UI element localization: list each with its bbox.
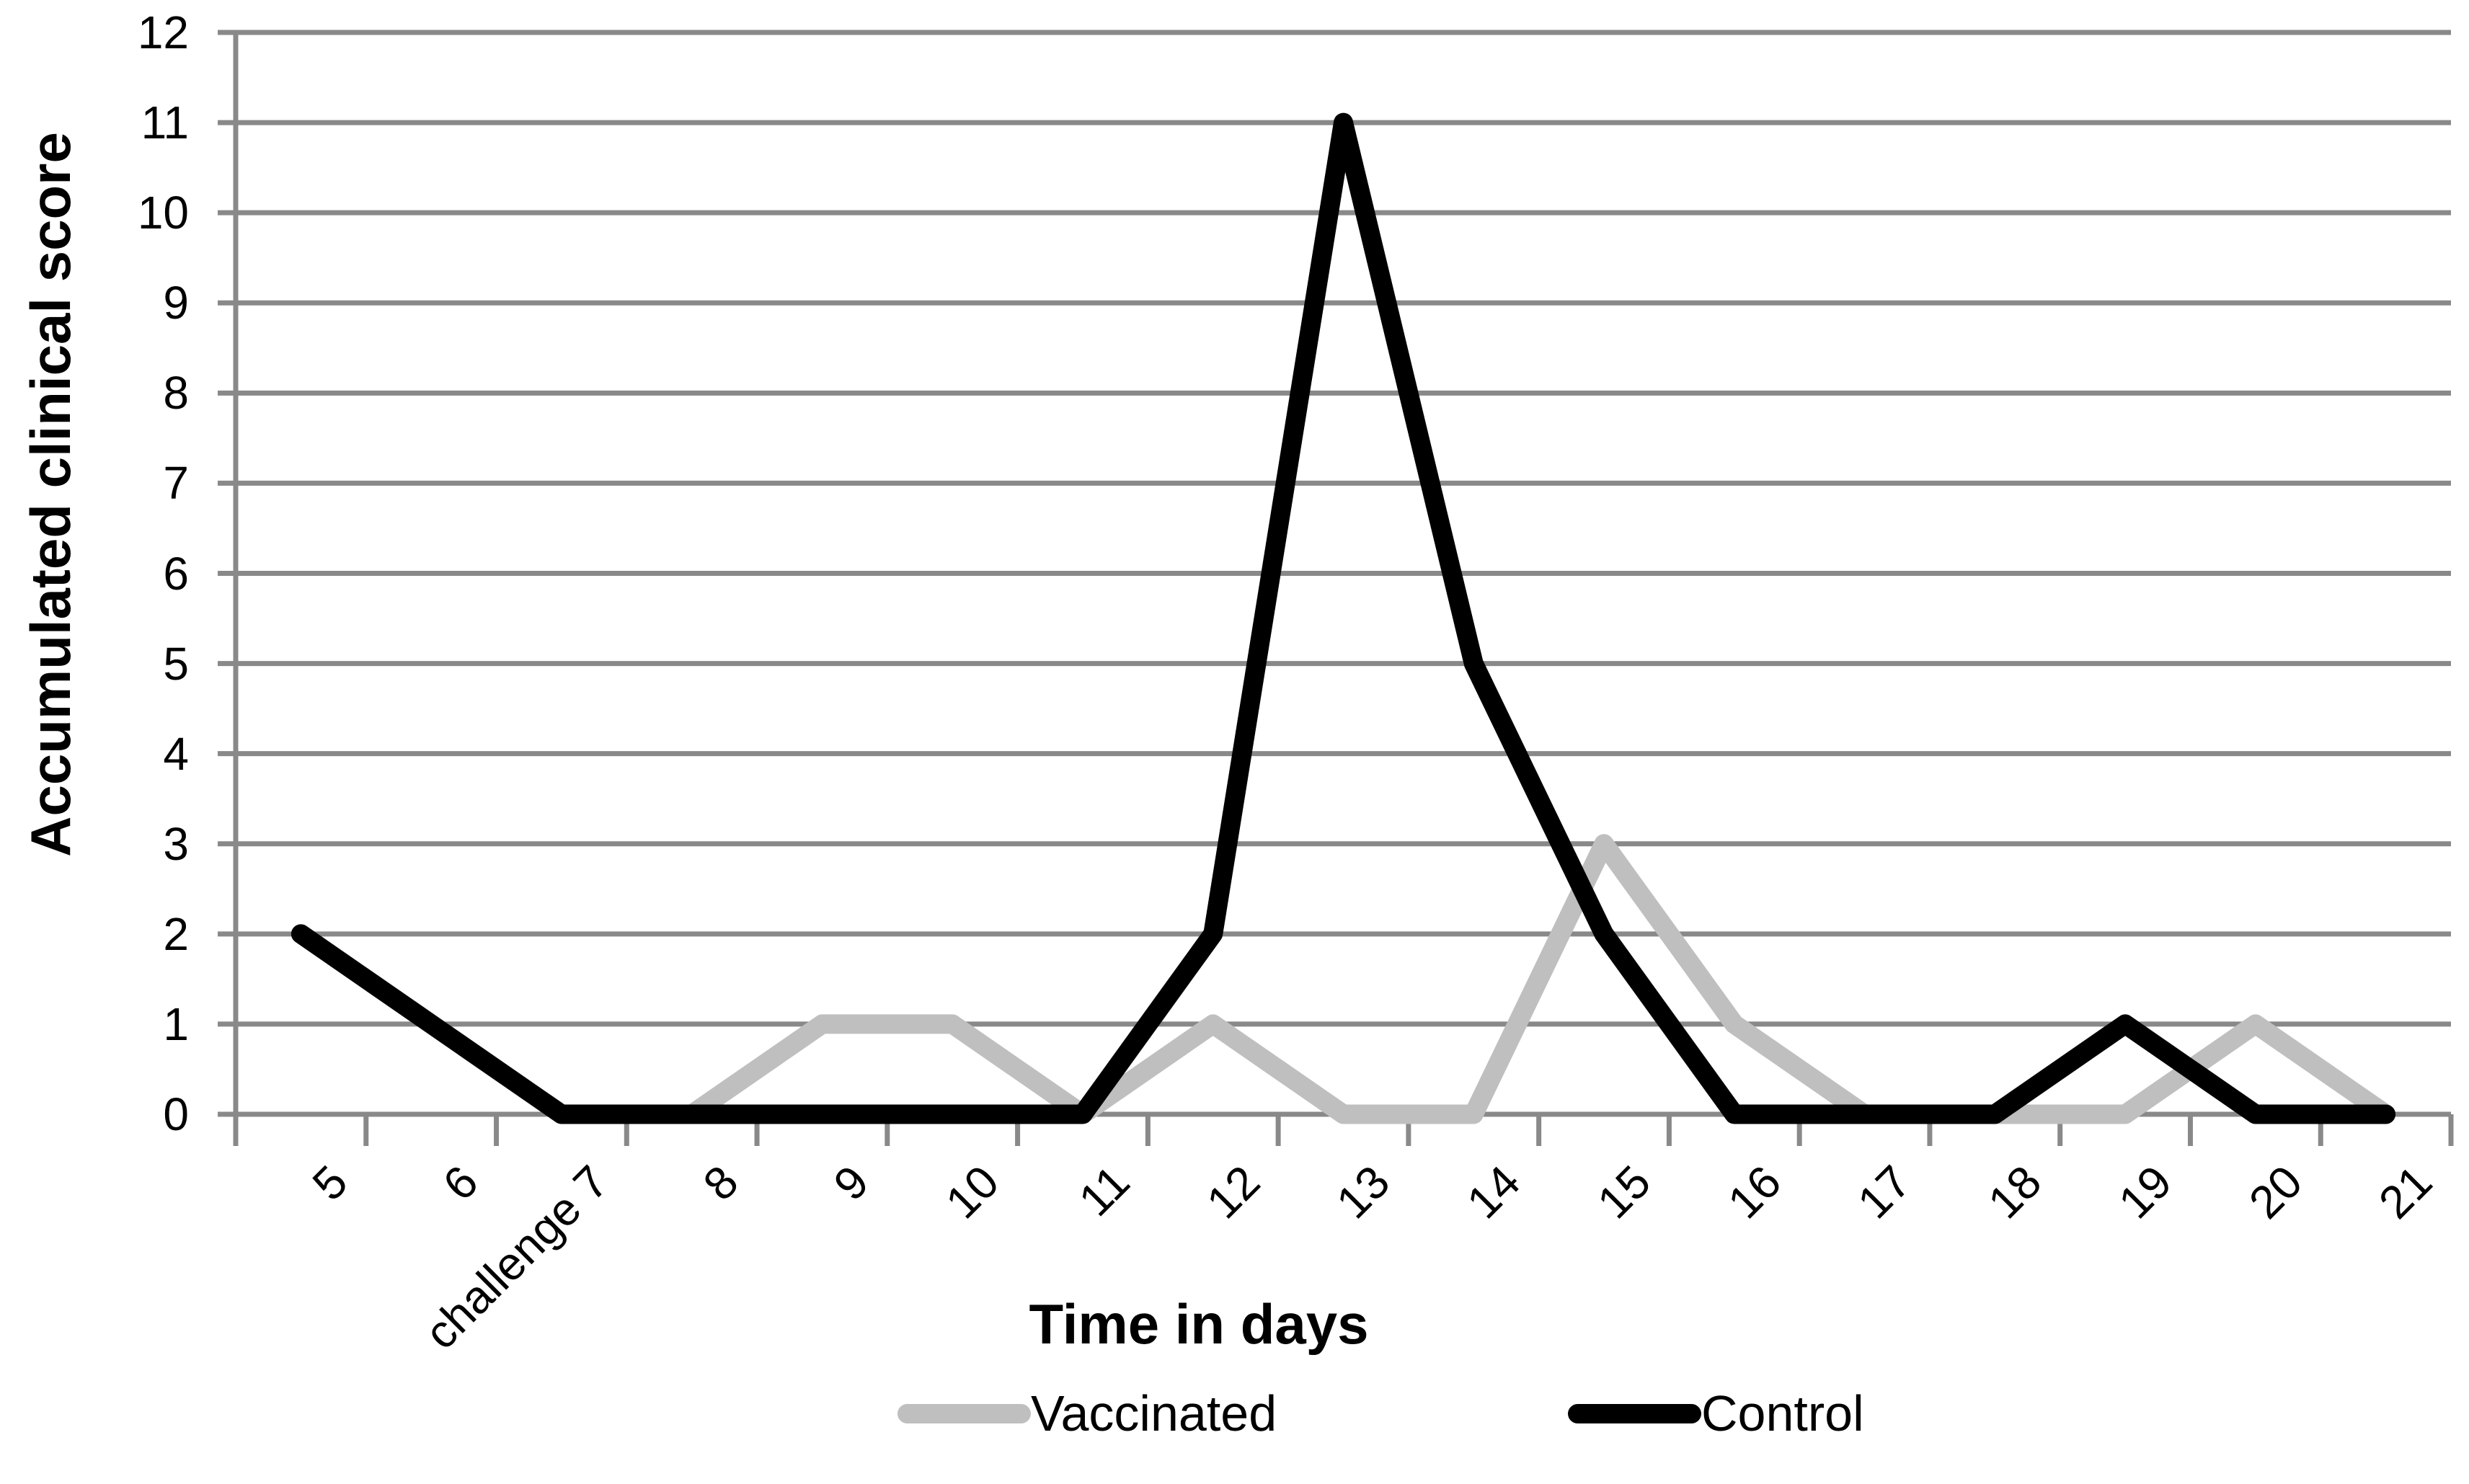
series-line-vaccinated — [682, 834, 2396, 1124]
legend-item-vaccinated: Vaccinated — [897, 1387, 1277, 1439]
y-tick-label-12: 12 — [137, 6, 189, 58]
y-tick-label-3: 3 — [163, 817, 189, 870]
y-axis-title: Accumulated clinical score — [19, 132, 82, 857]
legend-item-control: Control — [1568, 1387, 1864, 1439]
y-tick-label-7: 7 — [163, 457, 189, 510]
control-line-swatch-icon — [1568, 1403, 1701, 1423]
y-tick-label-1: 1 — [163, 998, 189, 1050]
y-tick-label-2: 2 — [163, 907, 189, 960]
series-line-control — [291, 112, 2396, 1124]
vaccinated-line-swatch-icon — [897, 1403, 1031, 1423]
y-tick-label-5: 5 — [163, 637, 189, 690]
y-tick-label-11: 11 — [141, 97, 189, 149]
y-tick-label-8: 8 — [163, 367, 189, 419]
legend-label-control: Control — [1701, 1385, 1864, 1441]
y-tick-label-0: 0 — [163, 1088, 189, 1140]
y-tick-label-10: 10 — [137, 187, 189, 239]
legend-label-vaccinated: Vaccinated — [1031, 1385, 1277, 1441]
y-tick-label-6: 6 — [163, 547, 189, 600]
x-axis-title: Time in days — [1029, 1292, 1369, 1356]
y-tick-label-9: 9 — [163, 277, 189, 329]
y-tick-label-4: 4 — [163, 727, 189, 780]
